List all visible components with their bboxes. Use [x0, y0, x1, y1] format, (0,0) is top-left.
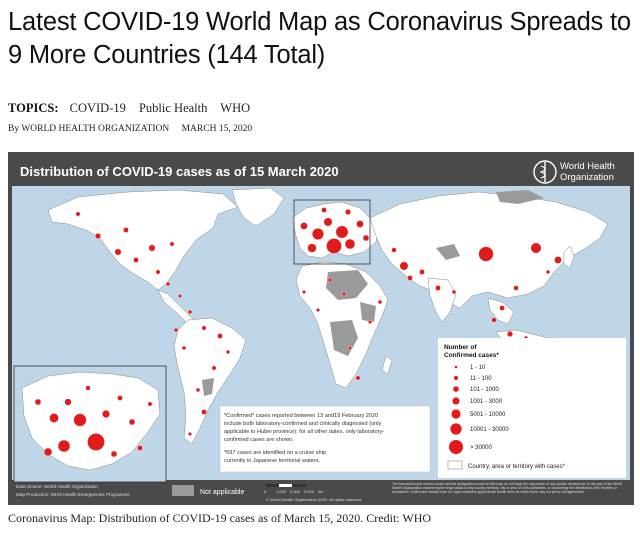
europe-inset-outline — [293, 199, 371, 265]
data-source: Data Source: World Health Organization — [16, 484, 98, 489]
japan — [563, 245, 575, 269]
topic-link-who[interactable]: WHO — [220, 101, 251, 115]
article-title: Latest COVID-19 World Map as Coronavirus… — [8, 8, 631, 69]
who-name-line1: World Health — [560, 161, 615, 172]
scale-bar — [266, 484, 306, 487]
who-emblem-icon — [533, 160, 557, 184]
legend-title-1: Number of — [444, 344, 477, 351]
scale-2000: 2,000 — [290, 489, 301, 494]
map-footer: Data Source: World Health Organization M… — [16, 482, 622, 502]
who-logo: World Health Organization — [533, 160, 615, 184]
scale-3000: 3,000 — [304, 489, 315, 494]
north-america — [47, 189, 239, 291]
note-line-2: include both laboratory-confirmed and cl… — [224, 421, 382, 427]
no-case-areas — [202, 190, 544, 396]
map-legend: Number of Confirmed cases* 1 - 10 11 - 1… — [438, 338, 626, 478]
topics-bar: TOPICS: COVID-19 Public Health WHO — [8, 101, 260, 116]
byline-author[interactable]: By WORLD HEALTH ORGANIZATION — [8, 124, 170, 134]
image-caption: Coronavirus Map: Distribution of COVID-1… — [8, 511, 432, 525]
legend-case-swatch — [447, 460, 463, 470]
ship-line-1: *697 cases are identified on a cruise sh… — [224, 450, 326, 456]
map-title: Distribution of COVID-19 cases as of 15 … — [20, 164, 339, 179]
scale-unit: km — [318, 489, 324, 494]
topics-label: TOPICS: — [8, 101, 59, 115]
legend-no-case-label: Country, area or territory with cases* — [468, 464, 566, 470]
legend-item-3: 101 - 1000 — [470, 387, 499, 393]
byline-date: MARCH 15, 2020 — [181, 124, 253, 134]
legend-title-2: Confirmed cases* — [444, 352, 499, 359]
byline: By WORLD HEALTH ORGANIZATION MARCH 15, 2… — [8, 124, 262, 134]
legend-item-2: 11 - 100 — [470, 376, 492, 382]
note-line-1: *Confirmed* cases reported between 13 an… — [224, 413, 378, 419]
note-line-4: confirmed cases are shown. — [224, 437, 294, 443]
copyright: © World Health Organization 2020. All ri… — [266, 497, 362, 502]
india — [427, 277, 457, 323]
map-disclaimer: The boundaries and names shown and the d… — [392, 482, 622, 495]
legend-item-6: 10001 - 30000 — [470, 427, 509, 433]
legend-item-7: > 30000 — [470, 445, 493, 451]
not-applicable-swatch — [172, 485, 194, 496]
madagascar — [381, 355, 393, 375]
topic-link-covid19[interactable]: COVID-19 — [69, 101, 126, 115]
map-production: Map Production: WHO Health Emergencies P… — [16, 492, 130, 497]
greenland — [231, 187, 285, 227]
covid-world-map[interactable]: Distribution of COVID-19 cases as of 15 … — [8, 152, 634, 505]
europe-detail-inset — [13, 365, 167, 483]
legend-item-1: 1 - 10 — [470, 365, 486, 371]
topic-link-public-health[interactable]: Public Health — [138, 101, 208, 115]
who-name-line2: Organization — [560, 172, 614, 183]
footnote-box: *Confirmed* cases reported between 13 an… — [219, 405, 431, 473]
note-line-3: applicable to Hubei province); for all o… — [224, 429, 384, 435]
scale-0: 0 — [264, 489, 267, 494]
ship-line-2: currently in Japanese territorial waters… — [224, 458, 321, 464]
scale-1000: 1,000 — [276, 489, 287, 494]
not-applicable-label: Not applicable — [200, 489, 244, 496]
southeast-asia — [487, 297, 515, 325]
case-bubbles — [75, 207, 617, 437]
legend-item-4: 1001 - 3000 — [470, 399, 503, 405]
legend-item-5: 5001 - 10000 — [470, 412, 506, 418]
